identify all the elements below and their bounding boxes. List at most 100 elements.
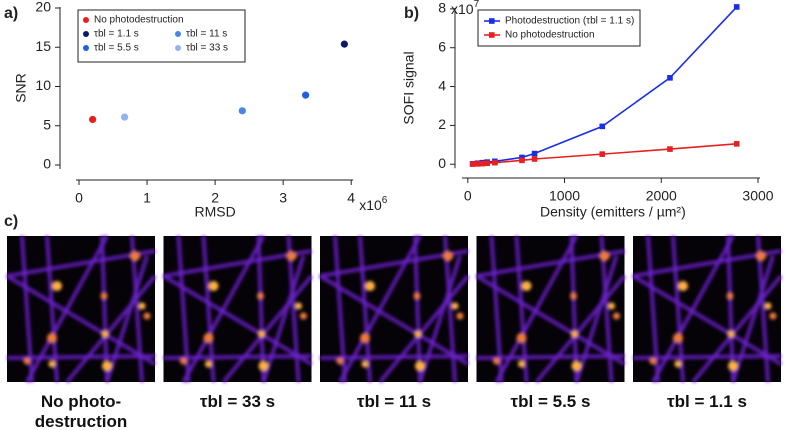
hotspot <box>678 281 688 291</box>
hotspot <box>205 360 212 368</box>
hotspot <box>300 312 307 320</box>
x-tick-label: 0 <box>464 188 472 204</box>
legend-label: τbl = 11 s <box>186 29 227 40</box>
hotspot <box>295 302 302 310</box>
x-tick-label: 0 <box>75 190 83 206</box>
legend-label: τbl = 1.1 s <box>94 29 139 40</box>
filament <box>691 274 783 384</box>
y-axis-title: SNR <box>13 73 29 103</box>
legend-box <box>77 9 246 63</box>
filament <box>378 274 470 384</box>
marker <box>733 4 740 10</box>
marker <box>469 161 476 167</box>
marker <box>599 151 606 157</box>
filament <box>319 354 469 360</box>
micrograph-structure <box>5 235 157 384</box>
marker <box>474 161 481 167</box>
marker <box>531 156 538 162</box>
micrograph <box>631 235 783 384</box>
y-tick-label: 0 <box>43 156 51 172</box>
hotspot <box>180 357 187 365</box>
micrograph <box>162 235 314 384</box>
hotspot <box>673 333 683 343</box>
filament <box>261 255 306 383</box>
y-tick-label: 10 <box>35 77 51 93</box>
x-tick-label: 1 <box>143 190 151 206</box>
hotspot <box>608 302 615 310</box>
filament <box>632 354 782 360</box>
hotspot <box>571 361 582 371</box>
legend-label: No photodestruction <box>94 15 184 26</box>
legend-marker <box>489 18 495 24</box>
legend-marker <box>489 32 495 38</box>
hotspot <box>726 292 734 300</box>
image-caption: τbl = 11 s <box>356 392 432 411</box>
x-tick-label: 3 <box>279 190 287 206</box>
filament <box>105 255 149 383</box>
filament <box>25 235 109 383</box>
hotspot <box>521 281 532 291</box>
marker <box>599 123 606 130</box>
filament <box>162 274 313 366</box>
legend-marker <box>175 31 181 37</box>
marker <box>519 157 525 164</box>
hotspot <box>257 292 264 300</box>
micrograph <box>318 235 470 384</box>
y-tick-label: 0 <box>438 155 446 171</box>
point <box>121 113 129 121</box>
y-tick-label: 4 <box>438 77 446 93</box>
filament <box>631 274 783 366</box>
multiplier-exp: 6 <box>382 195 388 206</box>
filament <box>318 274 470 366</box>
hotspot <box>203 333 214 343</box>
hotspot <box>570 292 577 300</box>
hotspot <box>258 330 265 338</box>
marker <box>492 159 498 166</box>
hotspot <box>415 361 425 371</box>
hotspot <box>361 360 369 368</box>
filament <box>338 235 422 383</box>
panel-label: b) <box>404 5 419 22</box>
x-tick-label: 1000 <box>549 188 580 204</box>
legend-marker <box>175 45 181 51</box>
micrograph-structure <box>162 235 314 384</box>
legend-label: τbl = 5.5 s <box>94 43 139 54</box>
hotspot <box>100 292 108 300</box>
micrograph-structure <box>475 235 627 384</box>
micrograph <box>475 235 627 384</box>
legend-label: No photodestruction <box>505 30 595 41</box>
filament <box>65 274 157 384</box>
hotspot <box>769 312 777 320</box>
hotspot <box>443 251 453 261</box>
y-tick-label: 8 <box>438 0 446 16</box>
hotspot <box>208 281 219 291</box>
hotspot <box>451 302 459 310</box>
filament <box>731 255 775 383</box>
filament <box>574 255 619 383</box>
hotspot <box>138 302 146 310</box>
marker <box>733 141 740 147</box>
x-axis-title: Density (emitters / µm²) <box>540 204 686 220</box>
multiplier-base: x10 <box>451 1 474 17</box>
marker <box>667 146 673 152</box>
panel-label: a) <box>4 5 18 22</box>
filament <box>163 354 312 360</box>
hotspot <box>258 361 269 371</box>
hotspot <box>47 333 57 343</box>
hotspot <box>727 330 735 338</box>
legend-marker <box>83 45 89 51</box>
hotspot <box>493 357 500 365</box>
hotspot <box>102 361 112 371</box>
y-tick-label: 2 <box>438 116 446 132</box>
multiplier-base: x10 <box>359 197 382 213</box>
marker <box>667 75 673 81</box>
micrograph <box>5 235 157 384</box>
micrograph-structure <box>631 235 783 384</box>
hotspot <box>286 251 297 261</box>
y-tick-label: 6 <box>438 38 446 54</box>
filament <box>475 274 626 366</box>
hotspot <box>516 333 527 343</box>
hotspot <box>336 357 344 365</box>
filament <box>5 274 157 366</box>
image-caption: No photo-destruction <box>34 392 128 430</box>
